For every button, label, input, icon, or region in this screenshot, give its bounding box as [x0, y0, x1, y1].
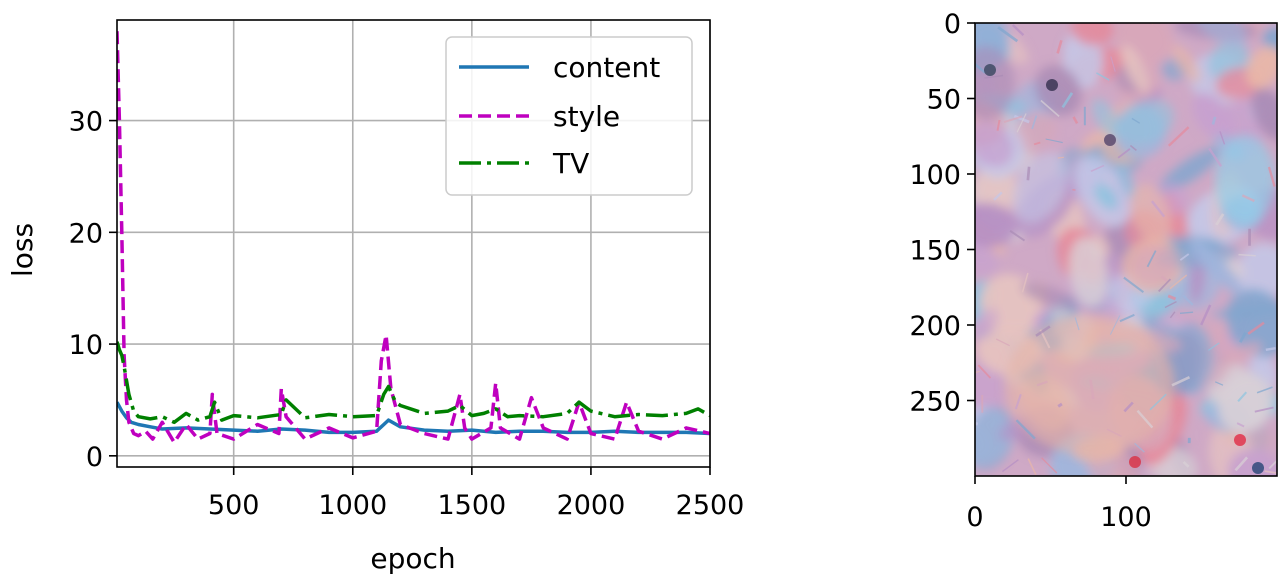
x-tick-label: 1500	[437, 490, 506, 521]
texture-blob	[959, 46, 1015, 120]
legend-label-style: style	[553, 100, 620, 133]
texture-stroke	[1058, 404, 1062, 406]
texture-stroke	[1028, 167, 1029, 181]
legend-label-tv: TV	[552, 147, 589, 180]
series-line-tv	[117, 342, 710, 423]
texture-accent	[984, 64, 996, 76]
image-x-tick-label: 0	[966, 502, 983, 533]
texture-accent	[1104, 134, 1116, 146]
stylized-image	[936, 0, 1286, 511]
legend-label-content: content	[553, 51, 660, 84]
texture-form	[1215, 135, 1275, 225]
y-tick-label: 20	[69, 218, 103, 249]
y-tick-label: 10	[69, 330, 103, 361]
image-x-tick-label: 100	[1100, 502, 1152, 533]
legend: content style TV	[446, 37, 692, 195]
texture-accent	[1234, 434, 1246, 446]
texture-stroke	[1058, 157, 1064, 158]
y-tick-label: 30	[69, 107, 103, 138]
texture-stroke	[1266, 348, 1276, 350]
x-tick-label: 500	[208, 490, 260, 521]
y-axis-label: loss	[6, 223, 39, 277]
x-tick-label: 2000	[557, 490, 626, 521]
texture-accent	[1046, 79, 1058, 91]
image-y-tick-label: 50	[927, 85, 961, 116]
image-y-tick-label: 0	[944, 9, 961, 40]
x-ticks: 500 1000 1500 2000 2500	[208, 467, 744, 521]
loss-chart: 500 1000 1500 2000 2500 0 10 20 30 epoch loss c…	[6, 20, 744, 575]
image-y-tick-label: 150	[909, 236, 961, 267]
x-tick-label: 2500	[676, 490, 745, 521]
x-tick-label: 1000	[318, 490, 387, 521]
image-x-ticks: 0 100	[966, 476, 1151, 533]
x-axis-label: epoch	[370, 542, 455, 575]
texture-accent	[1129, 456, 1141, 468]
y-ticks: 0 10 20 30	[69, 107, 117, 473]
image-y-tick-label: 250	[909, 387, 961, 418]
image-y-ticks: 0 50 100 150 200 250	[909, 9, 975, 418]
texture-accent	[1252, 462, 1264, 474]
y-tick-label: 0	[86, 442, 103, 473]
image-y-tick-label: 100	[909, 160, 961, 191]
image-y-tick-label: 200	[909, 311, 961, 342]
image-panel: 0 100 0 50 100 150 200 250	[909, 0, 1286, 533]
